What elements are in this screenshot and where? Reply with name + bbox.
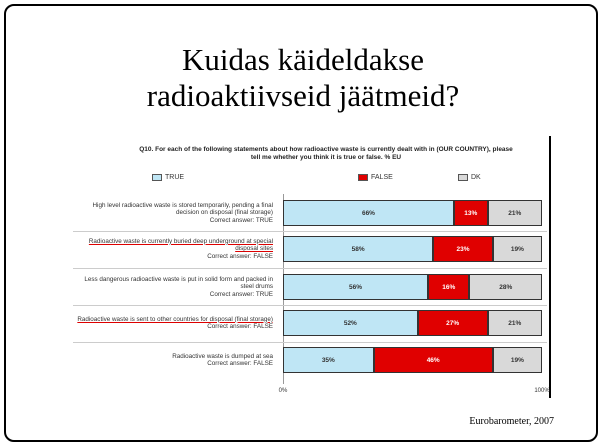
category-statement: High level radioactive waste is stored t…: [92, 201, 274, 217]
bar-segment: 46%: [373, 347, 493, 373]
chart-subtitle: Q10. For each of the following statement…: [139, 146, 513, 161]
category-label: Radioactive waste is sent to other count…: [73, 309, 273, 337]
correct-answer: Correct answer: FALSE: [207, 360, 273, 367]
x-tick-label: 100%: [534, 388, 550, 394]
bar-segment: 58%: [283, 236, 434, 262]
row-separator: [73, 268, 547, 269]
value-label: 23%: [456, 245, 470, 253]
bar-segment: 19%: [492, 236, 542, 262]
bar-segment: 35%: [283, 347, 374, 373]
row-separator: [73, 231, 547, 232]
correct-answer: Correct answer: TRUE: [209, 290, 273, 298]
category-label: Less dangerous radioactive waste is put …: [73, 273, 273, 301]
slide: Kuidas käideldakse radioaktiivseid jäätm…: [4, 4, 598, 442]
value-label: 66%: [361, 209, 375, 217]
correct-answer: Correct answer: FALSE: [207, 323, 273, 330]
bar-segment: 21%: [487, 310, 542, 336]
row-separator: [73, 305, 547, 306]
value-label: 35%: [321, 356, 335, 364]
legend-label: DK: [471, 174, 481, 181]
value-label: 52%: [343, 319, 357, 327]
bar-segment: 27%: [417, 310, 488, 336]
legend-item: TRUE: [152, 174, 184, 181]
bar-segment: 19%: [492, 347, 542, 373]
bar-segment: 52%: [283, 310, 418, 336]
bar-segment: 13%: [453, 200, 488, 226]
bar-segment: 21%: [487, 200, 542, 226]
value-label: 56%: [349, 283, 363, 291]
correct-answer: Correct answer: TRUE: [209, 216, 273, 224]
legend-label: FALSE: [371, 174, 393, 181]
value-label: 27%: [446, 319, 460, 327]
category-statement: Radioactive waste is sent to other count…: [77, 315, 273, 323]
slide-title: Kuidas käideldakse radioaktiivseid jäätm…: [146, 42, 460, 113]
bar-segment: 16%: [428, 274, 470, 300]
legend-swatch: [458, 174, 468, 181]
legend-label: TRUE: [165, 174, 185, 181]
category-statement: Less dangerous radioactive waste is put …: [84, 275, 273, 291]
category-label: Radioactive waste is currently buried de…: [73, 235, 273, 263]
value-label: 58%: [351, 245, 365, 253]
value-label: 13%: [464, 209, 478, 217]
value-label: 46%: [426, 356, 440, 364]
category-label: Radioactive waste is dumped at sea Correc…: [73, 346, 273, 374]
x-tick-label: 0%: [278, 388, 288, 394]
correct-answer: Correct answer: FALSE: [207, 252, 273, 260]
legend-swatch: [152, 174, 162, 181]
value-label: 21%: [508, 319, 522, 327]
category-statement: Radioactive waste is currently buried de…: [88, 237, 273, 253]
value-label: 16%: [442, 283, 456, 291]
value-label: 19%: [510, 245, 524, 253]
category-statement: Radioactive waste is dumped at sea: [172, 352, 273, 360]
bar-segment: 23%: [433, 236, 493, 262]
bar-segment: 56%: [283, 274, 429, 300]
legend-swatch: [358, 174, 368, 181]
legend-item: DK: [458, 174, 481, 181]
legend-item: FALSE: [358, 174, 393, 181]
right-rule: [549, 136, 551, 398]
category-label: High level radioactive waste is stored t…: [73, 199, 274, 227]
bar-segment: 28%: [469, 274, 542, 300]
value-label: 28%: [499, 283, 513, 291]
value-label: 19%: [510, 356, 524, 364]
source: Eurobarometer, 2007: [469, 416, 554, 427]
value-label: 21%: [508, 209, 522, 217]
bar-segment: 66%: [283, 200, 454, 226]
row-separator: [73, 341, 547, 343]
